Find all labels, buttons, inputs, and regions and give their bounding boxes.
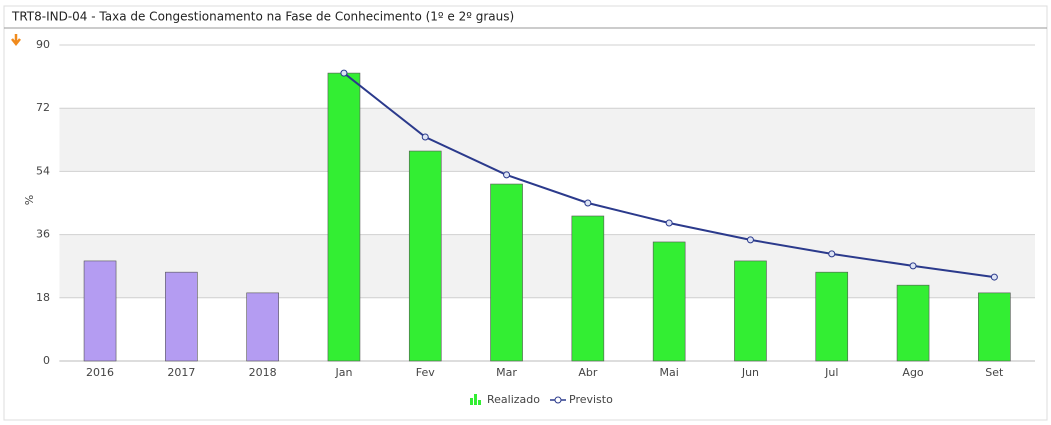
- legend-swatch: [474, 394, 477, 405]
- chart-title: TRT8-IND-04 - Taxa de Congestionamento n…: [11, 10, 514, 24]
- bar: [734, 260, 767, 362]
- y-tick-label: 54: [36, 164, 50, 177]
- bar: [896, 284, 930, 362]
- y-tick-label: 18: [36, 291, 50, 304]
- point: [828, 250, 836, 258]
- legend-label: Previsto: [569, 393, 613, 406]
- x-tick-label: 2016: [86, 366, 114, 379]
- x-tick-label: Ago: [902, 366, 924, 379]
- grid-band: [59, 234, 1035, 298]
- legend-swatch: [478, 400, 481, 405]
- bar: [327, 72, 361, 362]
- x-tick-label: Mai: [660, 366, 679, 379]
- point: [584, 199, 592, 207]
- point: [665, 219, 673, 227]
- x-tick-label: Jun: [741, 366, 759, 379]
- point: [421, 133, 429, 141]
- panel-border: [3, 5, 1048, 421]
- bar: [408, 150, 442, 362]
- point: [340, 69, 348, 77]
- point: [503, 171, 511, 179]
- point: [990, 273, 998, 281]
- bar: [165, 271, 198, 362]
- y-axis-label: %: [23, 195, 36, 205]
- y-tick-label: 0: [43, 354, 50, 367]
- bar: [652, 241, 686, 362]
- bar: [83, 260, 117, 362]
- y-tick-label: 36: [36, 228, 50, 241]
- legend-swatch: [554, 396, 562, 404]
- point: [909, 262, 917, 270]
- x-tick-label: 2017: [167, 366, 195, 379]
- bar: [978, 292, 1011, 362]
- bands: [59, 108, 1035, 298]
- bar: [815, 271, 849, 362]
- x-tick-label: Jul: [824, 366, 838, 379]
- x-tick-label: Abr: [578, 366, 598, 379]
- bar: [490, 183, 523, 362]
- legend-swatch: [470, 398, 473, 405]
- grid-band: [59, 108, 1035, 172]
- y-tick-label: 90: [36, 38, 50, 51]
- x-tick-label: Fev: [416, 366, 435, 379]
- bar: [571, 215, 605, 362]
- export-icon[interactable]: [11, 34, 21, 47]
- point: [746, 236, 754, 244]
- x-tick-label: Jan: [334, 366, 352, 379]
- bar: [246, 292, 279, 362]
- x-tick-label: Set: [985, 366, 1004, 379]
- legend-label: Realizado: [487, 393, 540, 406]
- y-tick-label: 72: [36, 101, 50, 114]
- x-tick-label: Mar: [496, 366, 517, 379]
- x-tick-label: 2018: [249, 366, 277, 379]
